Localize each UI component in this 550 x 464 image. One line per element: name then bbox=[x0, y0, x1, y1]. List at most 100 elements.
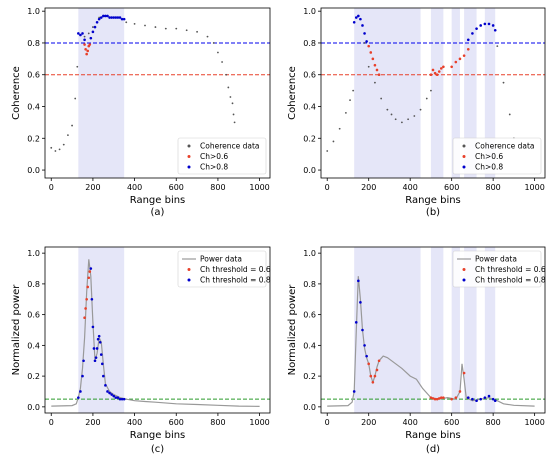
data-point-s2-10 bbox=[95, 347, 99, 350]
data-point-s1-1 bbox=[369, 51, 373, 54]
y-tick-label: 0.8 bbox=[27, 39, 40, 48]
legend-box bbox=[452, 250, 542, 288]
panel-caption: (c) bbox=[151, 444, 164, 455]
data-point-s2-13 bbox=[491, 397, 495, 401]
shaded-range-0 bbox=[78, 247, 125, 413]
data-point-s0-19 bbox=[144, 24, 146, 27]
data-point-s0-19 bbox=[496, 45, 499, 48]
data-point-s0-25 bbox=[206, 35, 209, 38]
legend-swatch bbox=[187, 165, 191, 169]
y-axis-label: Coherence bbox=[287, 66, 298, 120]
data-point-s1-3 bbox=[373, 63, 377, 67]
data-point-s1-2 bbox=[85, 52, 88, 56]
data-point-s2-10 bbox=[479, 24, 483, 27]
x-tick-label: 0 bbox=[325, 418, 330, 427]
legend-entry: Coherence data bbox=[475, 142, 535, 151]
data-point-s1-7 bbox=[431, 68, 435, 72]
plot-frame bbox=[320, 7, 546, 179]
data-point-s1-5 bbox=[377, 73, 381, 77]
legend-entry: Power data bbox=[200, 255, 242, 264]
data-point-s1-0 bbox=[367, 44, 371, 48]
data-point-s2-1 bbox=[354, 321, 358, 324]
data-point-s1-15 bbox=[458, 390, 462, 393]
data-point-s2-11 bbox=[104, 14, 107, 18]
data-point-s0-6 bbox=[363, 42, 366, 44]
legend-swatch bbox=[462, 144, 466, 148]
y-tick-label: 0.4 bbox=[303, 341, 316, 350]
data-point-s1-5 bbox=[377, 359, 381, 363]
data-point-s2-1 bbox=[354, 16, 358, 19]
data-point-s1-0 bbox=[83, 43, 86, 46]
x-tick-label: 1000 bbox=[249, 183, 269, 192]
data-point-s0-4 bbox=[67, 134, 69, 137]
data-point-s2-9 bbox=[99, 16, 103, 19]
data-point-s2-20 bbox=[110, 393, 113, 396]
data-point-s2-19 bbox=[108, 391, 111, 395]
data-point-s0-20 bbox=[502, 81, 505, 84]
data-point-s0-23 bbox=[185, 29, 188, 32]
y-tick-label: 0.4 bbox=[27, 341, 40, 350]
y-tick-label: 0.6 bbox=[303, 311, 316, 320]
data-point-s2-16 bbox=[114, 16, 118, 19]
chart-panel-2: 0 200 400 600 800 1000 0.0 0.2 0.4 0.6 0.8 1.0 Range… bbox=[11, 246, 271, 455]
x-tick-label: 600 bbox=[169, 418, 184, 427]
data-point-s2-5 bbox=[363, 344, 366, 347]
x-tick-label: 400 bbox=[403, 418, 418, 427]
data-point-s2-5 bbox=[90, 297, 94, 301]
data-point-s0-4 bbox=[349, 99, 351, 102]
x-tick-label: 200 bbox=[361, 418, 376, 427]
x-tick-label: 0 bbox=[49, 183, 54, 192]
data-point-s0-10 bbox=[83, 35, 86, 38]
data-point-s1-5 bbox=[88, 270, 92, 273]
data-point-s2-0 bbox=[352, 390, 356, 393]
legend-swatch bbox=[187, 278, 191, 282]
data-point-s2-4 bbox=[361, 328, 364, 332]
data-point-s0-30 bbox=[227, 86, 230, 89]
x-tick-label: 400 bbox=[403, 183, 418, 192]
data-point-s2-16 bbox=[102, 374, 105, 378]
legend-swatch bbox=[462, 268, 466, 271]
legend-entry: Ch threshold = 0.8 bbox=[200, 276, 271, 285]
data-point-s0-13 bbox=[400, 121, 403, 124]
shaded-range-1 bbox=[430, 247, 444, 413]
data-point-s2-2 bbox=[81, 374, 84, 378]
x-tick-label: 1000 bbox=[249, 418, 269, 427]
data-point-s2-18 bbox=[106, 390, 109, 393]
data-point-s1-3 bbox=[86, 49, 90, 53]
y-tick-label: 1.0 bbox=[27, 249, 40, 258]
data-point-s2-11 bbox=[96, 337, 100, 341]
data-point-s2-4 bbox=[361, 24, 364, 27]
x-tick-label: 600 bbox=[444, 183, 459, 192]
shaded-range-0 bbox=[78, 8, 125, 178]
legend-entry: Ch threshold = 0.8 bbox=[475, 276, 546, 285]
data-point-s0-18 bbox=[430, 89, 432, 92]
data-point-s0-12 bbox=[394, 118, 397, 121]
data-point-s2-22 bbox=[114, 396, 118, 399]
legend-swatch bbox=[187, 144, 191, 148]
data-point-s0-18 bbox=[133, 22, 136, 25]
y-tick-label: 0.4 bbox=[303, 103, 316, 112]
data-point-s0-14 bbox=[407, 118, 410, 121]
data-point-s1-9 bbox=[435, 397, 439, 401]
x-tick-label: 1000 bbox=[524, 418, 544, 427]
data-point-s2-17 bbox=[104, 384, 107, 387]
x-tick-label: 600 bbox=[444, 418, 459, 427]
x-tick-label: 400 bbox=[127, 418, 142, 427]
data-point-s2-10 bbox=[479, 397, 483, 401]
data-point-s2-26 bbox=[122, 397, 126, 401]
y-tick-label: 0.2 bbox=[27, 134, 40, 143]
x-tick-label: 0 bbox=[49, 418, 54, 427]
legend-box bbox=[177, 250, 267, 288]
data-point-s2-7 bbox=[92, 347, 96, 350]
legend-entry: Coherence data bbox=[200, 142, 260, 151]
data-point-s1-8 bbox=[433, 397, 437, 401]
y-tick-label: 0.8 bbox=[303, 280, 316, 289]
data-point-s2-9 bbox=[475, 27, 478, 30]
data-point-s1-1 bbox=[84, 307, 87, 310]
chart-panel-1: 0 200 400 600 800 1000 0.0 0.2 0.4 0.6 0.8 1.0 Range… bbox=[287, 7, 546, 218]
data-point-s2-19 bbox=[120, 17, 124, 21]
data-point-s2-7 bbox=[466, 38, 470, 42]
data-point-s0-21 bbox=[508, 113, 511, 116]
data-point-s2-11 bbox=[483, 22, 487, 26]
